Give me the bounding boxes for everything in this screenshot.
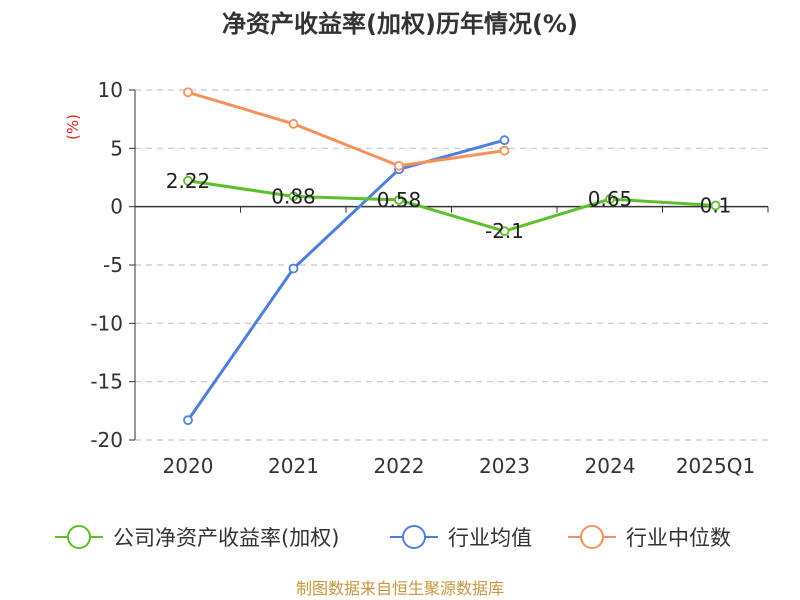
- data-label: 0.58: [377, 188, 422, 212]
- data-label: 0.1: [700, 194, 732, 218]
- data-label: -2.1: [485, 219, 524, 243]
- series-line: [186, 138, 505, 422]
- data-point[interactable]: [183, 175, 193, 186]
- data-labels: 2.22 0.88 0.58 -2.1 0.65 0.1: [166, 169, 732, 243]
- data-point[interactable]: [605, 194, 615, 204]
- source-note: 制图数据来自恒生聚源数据库: [296, 579, 504, 598]
- data-point[interactable]: [288, 191, 299, 202]
- data-point[interactable]: [710, 200, 721, 211]
- legend-label[interactable]: 公司净资产收益率(加权): [113, 526, 339, 550]
- y-tick-label: -15: [90, 370, 123, 394]
- y-unit-label: (%): [64, 114, 82, 140]
- legend-marker: [67, 525, 91, 549]
- data-point[interactable]: [499, 226, 510, 237]
- data-point[interactable]: [394, 194, 404, 205]
- x-axis: 2020 2021 2022 2023 2024 2025Q1: [134, 205, 769, 478]
- x-tick-label: 2025Q1: [676, 454, 755, 478]
- y-tick-label: 5: [110, 136, 123, 160]
- y-tick-label: 0: [110, 195, 123, 219]
- series-lines: [183, 87, 721, 426]
- gridlines: [135, 89, 768, 441]
- x-tick-label: 2024: [585, 454, 636, 478]
- legend-marker: [402, 525, 426, 549]
- series-line: [187, 90, 505, 168]
- y-tick-label: 10: [98, 78, 123, 102]
- y-axis-ticks: 10 5 0 -5 -10 -15 -20: [90, 78, 136, 452]
- legend-label[interactable]: 行业均值: [448, 526, 532, 550]
- data-label: 0.65: [588, 187, 633, 211]
- legend[interactable]: 公司净资产收益率(加权) 行业均值 行业中位数: [55, 525, 731, 550]
- data-point[interactable]: [499, 145, 510, 156]
- x-tick-label: 2021: [268, 454, 319, 478]
- data-point[interactable]: [499, 135, 510, 146]
- legend-marker: [580, 525, 604, 549]
- data-point[interactable]: [288, 118, 299, 129]
- x-tick-label: 2023: [479, 454, 530, 478]
- data-label: 2.22: [166, 169, 211, 193]
- x-tick-label: 2020: [163, 454, 214, 478]
- y-tick-label: -5: [103, 253, 123, 277]
- data-point[interactable]: [288, 263, 299, 274]
- data-label: 0.88: [271, 184, 316, 208]
- data-point[interactable]: [183, 415, 193, 426]
- y-tick-label: -20: [90, 428, 123, 452]
- legend-label[interactable]: 行业中位数: [626, 526, 731, 550]
- y-tick-label: -10: [90, 311, 123, 335]
- chart-title: 净资产收益率(加权)历年情况(%): [222, 10, 578, 38]
- data-point[interactable]: [394, 160, 404, 171]
- series-line: [187, 179, 716, 233]
- x-tick-label: 2022: [374, 454, 425, 478]
- data-point[interactable]: [183, 87, 193, 98]
